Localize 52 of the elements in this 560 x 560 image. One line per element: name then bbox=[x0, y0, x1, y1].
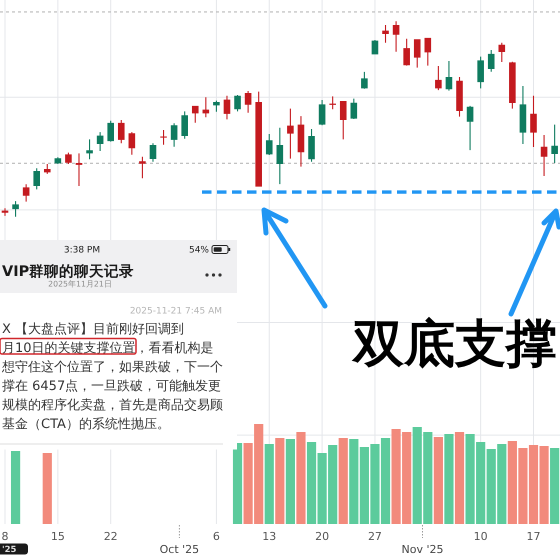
bar bbox=[275, 438, 284, 524]
candlestick bbox=[308, 128, 315, 162]
candlestick bbox=[44, 164, 51, 174]
candlestick bbox=[213, 100, 220, 112]
x-tick-label: 27 bbox=[368, 530, 382, 543]
bar bbox=[444, 434, 454, 524]
candlestick bbox=[372, 40, 378, 54]
text: 规模的程序化卖盘，首先是商品交易顾 bbox=[2, 397, 223, 413]
bar bbox=[434, 437, 443, 524]
text: 54% bbox=[188, 246, 210, 256]
x-tick-label: 20 bbox=[315, 530, 330, 543]
text: 撑在 6457点，一旦跌破，可能触发更 bbox=[2, 379, 222, 394]
candlestick bbox=[382, 25, 389, 43]
candlestick bbox=[234, 94, 241, 112]
candlestick bbox=[530, 96, 537, 147]
text: 想守住这个位置了，如果跌破，下一个 bbox=[1, 360, 223, 375]
x-tick-label: 8 bbox=[2, 530, 8, 543]
annotation: 基金（CTA）的系统性抛压。 bbox=[2, 417, 170, 432]
candlestick bbox=[340, 101, 347, 140]
text: Nov '25 bbox=[402, 543, 444, 556]
text: Oct '25 bbox=[160, 543, 200, 556]
text: 月10日的关键支撑位置，看看机构是 bbox=[2, 341, 214, 356]
bar bbox=[232, 443, 242, 524]
bar bbox=[264, 444, 274, 524]
text: 3:38 PM bbox=[64, 246, 100, 256]
bar bbox=[286, 439, 295, 524]
x-tick-label: 15 bbox=[50, 530, 65, 543]
bar bbox=[550, 448, 560, 524]
candlestick bbox=[498, 42, 506, 62]
text: 双底支撑 bbox=[351, 315, 557, 374]
text: '25 bbox=[2, 545, 17, 555]
candlestick bbox=[76, 153, 82, 186]
text: 2025-11-21 7:45 AM bbox=[130, 306, 222, 316]
x-tick-label: 10 bbox=[474, 530, 488, 543]
candlestick bbox=[456, 76, 463, 117]
candlestick bbox=[329, 96, 336, 110]
text: X 【大盘点评】目前刚好回调到 bbox=[2, 322, 184, 337]
candlestick bbox=[150, 143, 156, 162]
bar bbox=[10, 451, 20, 524]
candlestick bbox=[2, 208, 8, 216]
bar bbox=[42, 453, 52, 524]
x-tick-label: 22 bbox=[104, 530, 118, 543]
x-tick-label: 6 bbox=[212, 530, 220, 543]
candlestick bbox=[224, 96, 230, 120]
bar bbox=[296, 432, 306, 524]
bar bbox=[338, 438, 348, 524]
x-tick-label: 13 bbox=[262, 530, 276, 543]
candlestick bbox=[192, 106, 199, 123]
candlestick bbox=[298, 116, 304, 167]
x-tick-label: 17 bbox=[526, 530, 540, 543]
text: VIP群聊的聊天记录 bbox=[2, 263, 134, 280]
bar bbox=[454, 432, 464, 524]
